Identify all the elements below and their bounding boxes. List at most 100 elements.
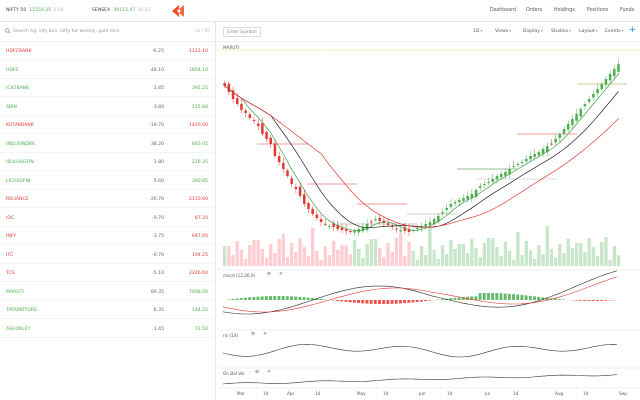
macd-line	[222, 270, 617, 315]
volume-bar	[352, 240, 357, 266]
watchlist-row[interactable]: HDFC 48.10 1864.10	[0, 61, 216, 79]
volume-bar	[344, 245, 348, 266]
watchlist-row[interactable]: KOTAKBANK -19.70 1420.00	[0, 116, 216, 134]
watchlist-row[interactable]: ITC -0.70 194.25	[0, 246, 216, 264]
watchlist-row[interactable]: RELIANCE -26.70 2110.60	[0, 190, 216, 208]
watchlist-row[interactable]: TATAMOTORS 6.35 144.25	[0, 301, 216, 319]
search-input[interactable]: Search eg: infy bse, nifty fut weekly, g…	[13, 29, 120, 34]
candle-body	[478, 186, 482, 188]
watchlist-search[interactable]: Search eg: infy bse, nifty fut weekly, g…	[0, 22, 216, 42]
candle-body	[445, 208, 448, 211]
volume-bar	[520, 255, 524, 266]
candle-body	[265, 132, 268, 139]
candle-body	[256, 123, 260, 126]
macd-histogram-bar	[461, 297, 465, 300]
volume-bar	[608, 260, 612, 266]
macd-histogram-bar	[470, 296, 474, 300]
settings-icon[interactable]: ⚙	[267, 272, 272, 277]
candle-body	[487, 182, 490, 184]
candle-body	[407, 228, 411, 232]
macd-histogram-bar	[465, 296, 469, 300]
volume-bar	[461, 244, 466, 266]
watchlist-row[interactable]: INFY -3.75 947.00	[0, 227, 216, 245]
settings-icon[interactable]: ⚙	[251, 332, 256, 337]
studies-dropdown[interactable]: Studies▾	[551, 29, 571, 34]
layout-dropdown[interactable]: Layout▾	[579, 29, 597, 34]
x-tick-label: May	[357, 391, 366, 396]
nav-positions[interactable]: Positions	[587, 8, 609, 13]
watchlist-row[interactable]: HDFCBANK -6.25 1112.10	[0, 42, 216, 60]
interval-dropdown[interactable]: 1D▾	[473, 29, 482, 34]
nav-holdings[interactable]: Holdings	[554, 8, 575, 13]
instrument-ltp: 1420.00	[189, 123, 208, 128]
close-icon[interactable]: ✕	[267, 370, 271, 375]
volume-bar	[595, 256, 600, 266]
instrument-ltp: 215.80	[191, 104, 208, 110]
candle-body	[294, 186, 298, 189]
candle-body	[587, 99, 591, 102]
price-chart[interactable]	[217, 42, 640, 400]
macd-histogram-bar	[394, 300, 398, 304]
display-dropdown[interactable]: Display▾	[523, 29, 543, 34]
macd-histogram-bar	[239, 298, 243, 300]
nav-orders[interactable]: Orders	[526, 8, 543, 13]
watchlist-row[interactable]: ICICIBANK 2.85 392.25	[0, 79, 216, 97]
volume-bar	[566, 239, 570, 266]
add-icon[interactable]: +	[628, 25, 636, 35]
kite-logo-icon[interactable]	[172, 5, 186, 17]
candle-body	[386, 223, 390, 225]
index-nifty[interactable]: NIFTY 50 11559.25 3.60	[6, 8, 63, 13]
macd-histogram-bar	[499, 293, 503, 300]
index-value: 11559.25	[29, 8, 52, 13]
obv-label: On Bal Vol	[223, 371, 245, 376]
candle-body	[608, 74, 612, 81]
events-dropdown[interactable]: Events▾	[605, 29, 623, 34]
candle-body	[617, 64, 620, 72]
macd-histogram-bar	[294, 296, 298, 300]
volume-bar	[512, 260, 516, 266]
instrument-change: -6.25	[152, 49, 164, 54]
instrument-ltp: 665.05	[191, 141, 208, 147]
settings-icon[interactable]: ⚙	[255, 370, 260, 375]
candle-body	[508, 169, 511, 175]
macd-histogram-bar	[252, 296, 256, 300]
volume-bar	[373, 239, 378, 266]
volume-bar	[336, 250, 340, 266]
volume-bar	[231, 255, 235, 266]
watchlist-row[interactable]: INDUSINDBK 38.20 665.05	[0, 135, 216, 153]
candle-body	[546, 146, 549, 152]
close-icon[interactable]: ✕	[279, 272, 283, 277]
watchlist-row[interactable]: ASHOKLEY 1.45 72.50	[0, 320, 216, 338]
display-label: Display	[523, 29, 540, 34]
candle-body	[470, 194, 474, 199]
watchlist-row[interactable]: TCS -5.10 2246.60	[0, 264, 216, 282]
macd-histogram-bar	[357, 300, 360, 304]
x-tick-label: Apr	[287, 391, 295, 396]
candle-body	[227, 83, 231, 92]
watchlist-row[interactable]: IBULHSGFIN 1.80 216.35	[0, 153, 216, 171]
watchlist-row[interactable]: LICHSGFIN 5.60 300.85	[0, 172, 216, 190]
nav-funds[interactable]: Funds	[620, 8, 635, 13]
symbol-input[interactable]: Enter Symbol	[223, 27, 261, 37]
instrument-change: 3.80	[153, 104, 164, 110]
instrument-symbol: IBULHSGFIN	[6, 160, 34, 165]
candle-body	[462, 198, 465, 201]
index-sensex[interactable]: SENSEX 39113.47 38.55	[92, 8, 150, 13]
macd-histogram-bar	[595, 300, 599, 301]
views-dropdown[interactable]: Views▾	[495, 29, 511, 34]
watchlist-row[interactable]: SBIN 3.80 215.80	[0, 98, 216, 116]
volume-bar	[239, 250, 244, 266]
watchlist-row[interactable]: IOC -0.70 87.20	[0, 209, 216, 227]
macd-histogram-bar	[273, 296, 277, 300]
candle-body	[353, 231, 356, 233]
nav-dashboard[interactable]: Dashboard	[490, 8, 517, 13]
watchlist-row[interactable]: MARUTI 89.35 7098.00	[0, 283, 216, 301]
instrument-change: 6.35	[153, 308, 164, 313]
instrument-ltp: 392.25	[191, 86, 208, 91]
macd-histogram-bar	[277, 296, 281, 300]
macd-histogram-bar	[516, 294, 520, 300]
candle-body	[282, 162, 285, 169]
volume-bar	[558, 244, 562, 266]
close-icon[interactable]: ✕	[263, 332, 267, 337]
candle-body	[491, 179, 495, 182]
